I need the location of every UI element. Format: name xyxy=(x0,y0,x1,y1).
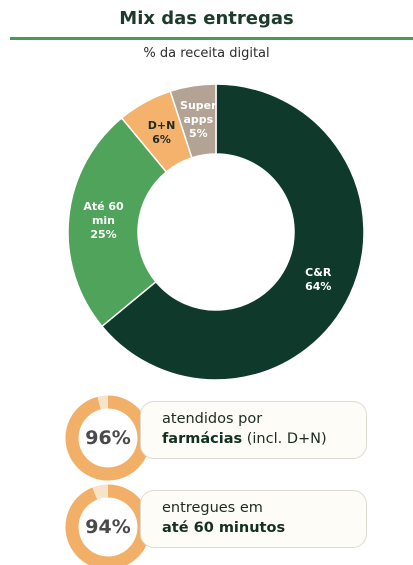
segment-label: D+N 6% xyxy=(142,119,182,147)
stat-value: 96% xyxy=(85,427,131,449)
segment-name: D+N xyxy=(147,118,176,132)
stat-text-start: entregues em xyxy=(162,500,263,516)
stat-text: entregues em até 60 minutos xyxy=(162,498,362,538)
stat-text-start: atendidos por xyxy=(162,411,263,427)
segment-name: Super apps xyxy=(180,99,217,127)
stat-text-bold: até 60 minutos xyxy=(162,520,286,536)
ring-progress xyxy=(65,484,151,565)
stat-text: atendidos por farmácias (incl. D+N) xyxy=(162,409,362,449)
segment-value: 6% xyxy=(152,132,171,146)
stat-card xyxy=(140,490,367,548)
segment-label: C&R 64% xyxy=(298,266,338,294)
stat-card xyxy=(140,401,367,459)
donut-segment xyxy=(169,83,217,159)
segment-label: Até 60 min 25% xyxy=(77,200,131,242)
segment-label: Super apps 5% xyxy=(178,99,218,141)
segment-name: Até 60 min xyxy=(83,200,124,228)
segment-value: 25% xyxy=(90,228,117,242)
subtitle: % da receita digital xyxy=(143,46,270,61)
stat-text-bold: farmácias xyxy=(162,431,243,447)
segment-name: C&R xyxy=(305,266,332,280)
title-rule xyxy=(10,37,413,40)
title: Mix das entregas xyxy=(119,8,294,29)
ring-progress xyxy=(65,395,151,481)
donut-segment xyxy=(100,83,365,381)
donut-segment xyxy=(67,116,168,328)
stat-text-end: (incl. D+N) xyxy=(246,431,327,447)
segment-value: 64% xyxy=(305,280,332,294)
stat-value: 94% xyxy=(85,516,131,538)
segment-value: 5% xyxy=(188,127,208,141)
